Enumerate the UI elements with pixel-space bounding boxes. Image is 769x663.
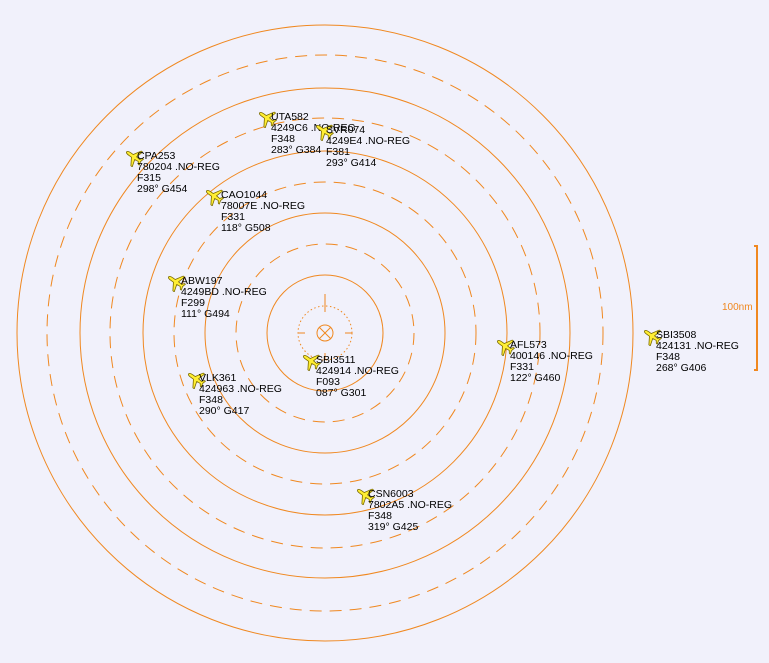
aircraft-hex-reg: 78007E .NO-REG [221, 200, 306, 212]
aircraft-marker[interactable]: CAO1044 78007E .NO-REG F331 118° G508 [202, 186, 305, 234]
aircraft-track-speed: 283° G384 [271, 144, 322, 156]
aircraft-label: SBI3511 424914 .NO-REG F093 087° G301 [316, 355, 399, 399]
aircraft-track-speed: 087° G301 [316, 387, 367, 399]
aircraft-marker[interactable]: SVR074 4249E4 .NO-REG F381 293° G414 [312, 121, 410, 169]
aircraft-callsign: SVR074 [326, 124, 366, 136]
aircraft-label: ABW197 4249BD .NO-REG F299 111° G494 [181, 276, 267, 320]
aircraft-callsign: UTA582 [271, 111, 309, 123]
aircraft-label: CAO1044 78007E .NO-REG F331 118° G508 [221, 190, 305, 234]
scale-label: 100nm [722, 302, 753, 313]
aircraft-marker[interactable]: CPA253 780204 .NO-REG F315 298° G454 [122, 147, 220, 195]
aircraft-hex-reg: 7802A5 .NO-REG [368, 499, 453, 511]
aircraft-level: F348 [656, 351, 680, 363]
receiver-icon [316, 324, 334, 342]
aircraft-callsign: CSN6003 [368, 488, 414, 500]
aircraft-hex-reg: 780204 .NO-REG [137, 161, 220, 173]
range-ring [266, 274, 384, 392]
aircraft-label: SVR074 4249E4 .NO-REG F381 293° G414 [326, 125, 410, 169]
aircraft-hex-reg: 424963 .NO-REG [199, 383, 282, 395]
compass-rose-icon [297, 294, 353, 361]
aircraft-level: F348 [368, 510, 392, 522]
aircraft-callsign: ABW197 [181, 275, 223, 287]
aircraft-level: F315 [137, 172, 161, 184]
aircraft-level: F331 [221, 211, 245, 223]
aircraft-marker[interactable]: SBI3511 424914 .NO-REG F093 087° G301 [299, 351, 399, 399]
aircraft-hex-reg: 424914 .NO-REG [316, 365, 399, 377]
aircraft-track-speed: 111° G494 [181, 308, 230, 320]
range-ring [204, 212, 446, 454]
aircraft-marker[interactable]: CSN6003 7802A5 .NO-REG F348 319° G425 [353, 485, 452, 533]
aircraft-hex-reg: 4249BD .NO-REG [181, 286, 267, 298]
scale-bar [754, 245, 758, 371]
aircraft-level: F348 [199, 394, 223, 406]
aircraft-level: F381 [326, 146, 350, 158]
aircraft-hex-reg: 400146 .NO-REG [510, 350, 593, 362]
aircraft-label: VLK361 424963 .NO-REG F348 290° G417 [199, 373, 282, 417]
aircraft-callsign: CPA253 [137, 150, 176, 162]
aircraft-callsign: AFL573 [510, 339, 547, 351]
aircraft-level: F331 [510, 361, 534, 373]
aircraft-callsign: VLK361 [199, 372, 237, 384]
aircraft-callsign: CAO1044 [221, 189, 268, 201]
aircraft-marker[interactable]: ABW197 4249BD .NO-REG F299 111° G494 [164, 272, 267, 320]
aircraft-marker[interactable]: UTA582 4249C6 .NO-REG F348 283° G384 [255, 108, 356, 156]
aircraft-track-speed: 293° G414 [326, 157, 377, 169]
aircraft-level: F093 [316, 376, 340, 388]
aircraft-track-speed: 122° G460 [510, 372, 561, 384]
aircraft-track-speed: 118° G508 [221, 222, 271, 234]
aircraft-hex-reg: 4249E4 .NO-REG [326, 135, 411, 147]
aircraft-marker[interactable]: VLK361 424963 .NO-REG F348 290° G417 [184, 369, 282, 417]
aircraft-label: CSN6003 7802A5 .NO-REG F348 319° G425 [368, 489, 452, 533]
aircraft-track-speed: 290° G417 [199, 405, 250, 417]
aircraft-level: F348 [271, 133, 295, 145]
range-ring [142, 150, 508, 516]
range-ring [79, 87, 571, 579]
range-ring [16, 24, 634, 642]
aircraft-marker[interactable]: AFL573 400146 .NO-REG F331 122° G460 [493, 336, 593, 384]
aircraft-callsign: SBI3508 [656, 329, 697, 341]
aircraft-track-speed: 298° G454 [137, 183, 188, 195]
aircraft-label: CPA253 780204 .NO-REG F315 298° G454 [137, 151, 220, 195]
range-ring [46, 54, 604, 612]
aircraft-label: UTA582 4249C6 .NO-REG F348 283° G384 [271, 112, 356, 156]
aircraft-callsign: SBI3511 [316, 354, 356, 366]
range-ring [109, 117, 541, 549]
range-ring [235, 243, 415, 423]
aircraft-hex-reg: 4249C6 .NO-REG [271, 122, 356, 134]
aircraft-level: F299 [181, 297, 205, 309]
aircraft-track-speed: 268° G406 [656, 362, 707, 374]
aircraft-label: SBI3508 424131 .NO-REG F348 268° G406 [656, 330, 739, 374]
aircraft-label: AFL573 400146 .NO-REG F331 122° G460 [510, 340, 593, 384]
aircraft-marker[interactable]: SBI3508 424131 .NO-REG F348 268° G406 [640, 326, 739, 374]
aircraft-hex-reg: 424131 .NO-REG [656, 340, 739, 352]
aircraft-track-speed: 319° G425 [368, 521, 419, 533]
range-ring [173, 181, 477, 485]
